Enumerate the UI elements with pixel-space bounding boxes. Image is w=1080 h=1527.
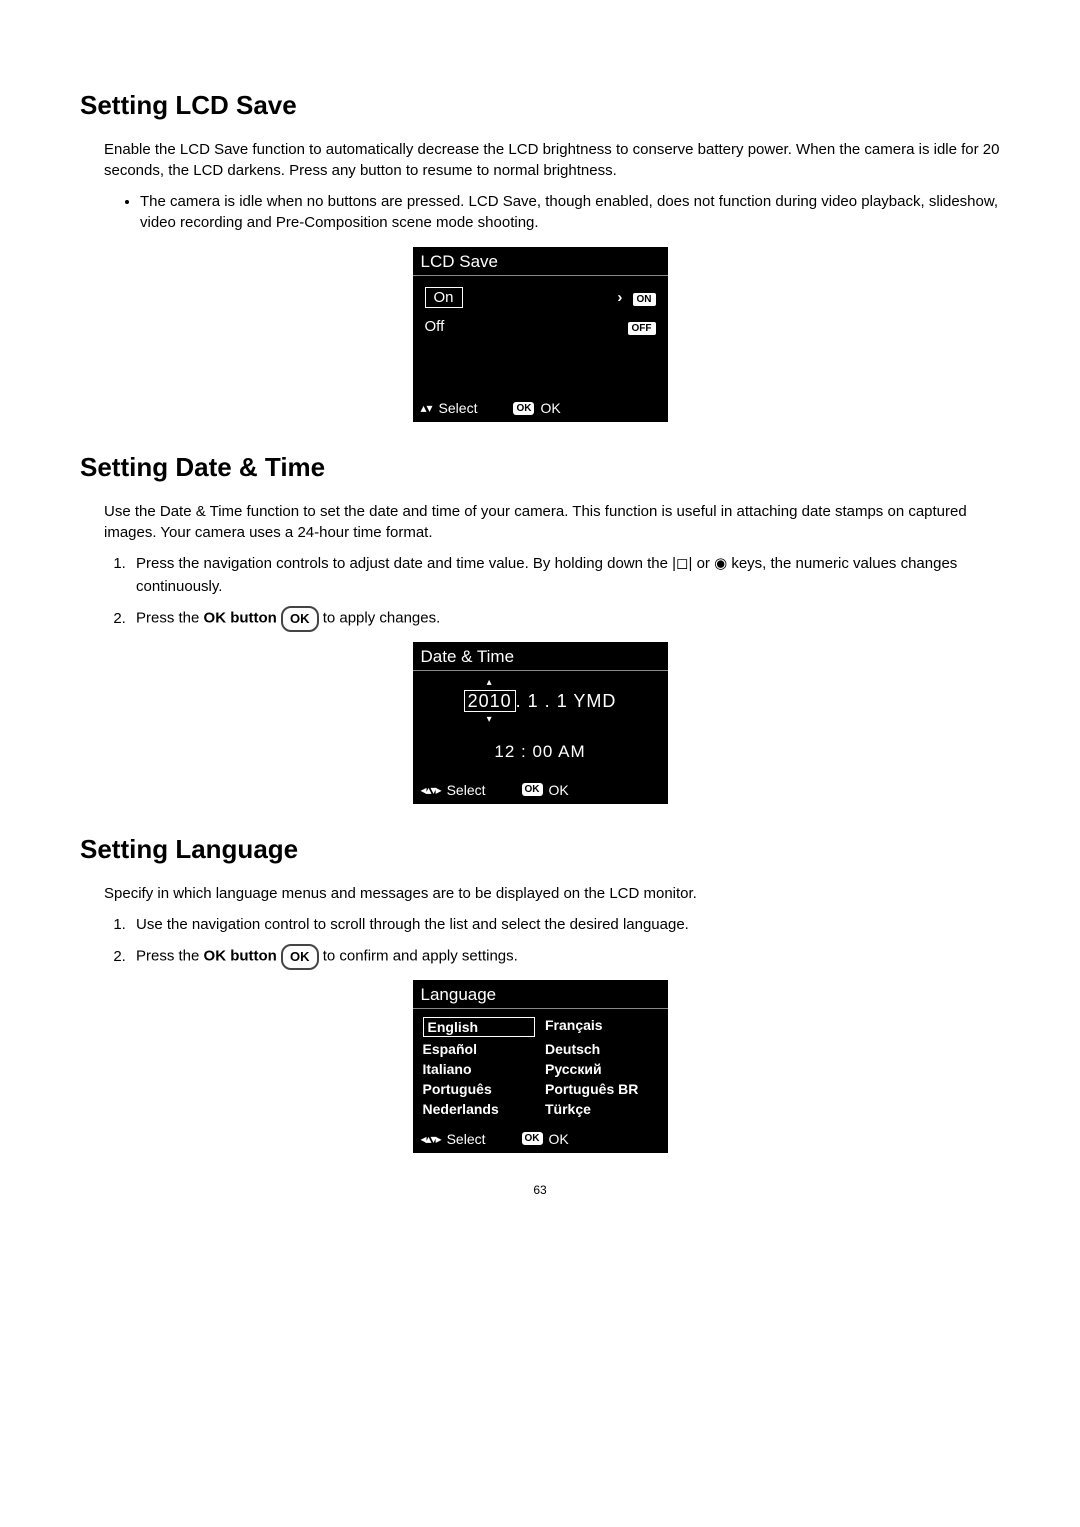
lcd-save-option-on[interactable]: On › ON — [421, 282, 660, 313]
option-label: On — [425, 287, 463, 308]
intro-language: Specify in which language menus and mess… — [104, 883, 1000, 904]
intro-date-time: Use the Date & Time function to set the … — [104, 501, 1000, 543]
nav-arrows-icon: ◂▴▾▸ — [421, 1132, 441, 1146]
date-time-screen: Date & Time 2010. 1 . 1 YMD 12 : 00 AM ◂… — [413, 642, 668, 804]
ok-button-icon: OK — [281, 606, 319, 632]
ok-chip-icon: OK — [522, 1132, 543, 1145]
badge-on: ON — [633, 293, 656, 306]
lcd-save-option-off[interactable]: Off OFF — [421, 313, 660, 340]
page-number: 63 — [80, 1183, 1000, 1197]
date-time-title: Date & Time — [413, 642, 668, 671]
nav-arrows-icon: ◂▴▾▸ — [421, 783, 441, 797]
language-option[interactable]: Italiano — [423, 1061, 536, 1077]
ok-button-icon: OK — [281, 944, 319, 970]
footer-select: Select — [447, 782, 486, 798]
footer-ok: OK — [540, 400, 560, 416]
language-step-1: Use the navigation control to scroll thr… — [130, 914, 1000, 937]
language-option[interactable]: Nederlands — [423, 1101, 536, 1117]
step2-bold: OK button — [204, 610, 277, 627]
language-option[interactable]: Español — [423, 1041, 536, 1057]
footer-select: Select — [439, 400, 478, 416]
date-line[interactable]: 2010. 1 . 1 YMD — [413, 691, 668, 712]
intro-lcd-save: Enable the LCD Save function to automati… — [104, 139, 1000, 181]
time-line[interactable]: 12 : 00 AM — [413, 742, 668, 762]
language-option[interactable]: Türkçe — [545, 1101, 658, 1117]
language-option[interactable]: Français — [545, 1017, 658, 1037]
language-option[interactable]: Deutsch — [545, 1041, 658, 1057]
step2-suffix: to apply changes. — [323, 610, 441, 627]
badge-off: OFF — [628, 322, 656, 335]
language-screen: Language English Français Español Deutsch It… — [413, 980, 668, 1153]
language-option[interactable]: Русский — [545, 1061, 658, 1077]
step2-prefix: Press the — [136, 610, 204, 627]
updown-icon: ▴▾ — [421, 401, 433, 415]
bullet-lcd-save: The camera is idle when no buttons are p… — [140, 191, 1000, 233]
lcd-save-screen: LCD Save On › ON Off OFF ▴▾ Select OK OK — [413, 247, 668, 422]
chevron-right-icon: › — [617, 289, 622, 306]
language-option[interactable]: English — [423, 1017, 536, 1037]
step2-bold: OK button — [204, 948, 277, 965]
date-year-field[interactable]: 2010 — [464, 690, 516, 712]
heading-lcd-save: Setting LCD Save — [80, 90, 1000, 121]
language-title: Language — [413, 980, 668, 1009]
ok-chip-icon: OK — [522, 783, 543, 796]
date-time-step-2: Press the OK button OK to apply changes. — [130, 606, 1000, 632]
language-option[interactable]: Português — [423, 1081, 536, 1097]
heading-date-time: Setting Date & Time — [80, 452, 1000, 483]
date-rest: . 1 . 1 YMD — [516, 691, 617, 711]
footer-ok: OK — [549, 1131, 569, 1147]
lcd-save-title: LCD Save — [413, 247, 668, 276]
step2-suffix: to confirm and apply settings. — [323, 948, 518, 965]
ok-chip-icon: OK — [513, 402, 534, 415]
option-label: Off — [425, 318, 445, 335]
language-step-2: Press the OK button OK to confirm and ap… — [130, 944, 1000, 970]
step2-prefix: Press the — [136, 948, 204, 965]
footer-select: Select — [447, 1131, 486, 1147]
date-time-step-1: Press the navigation controls to adjust … — [130, 553, 1000, 598]
language-option[interactable]: Português BR — [545, 1081, 658, 1097]
footer-ok: OK — [549, 782, 569, 798]
heading-language: Setting Language — [80, 834, 1000, 865]
